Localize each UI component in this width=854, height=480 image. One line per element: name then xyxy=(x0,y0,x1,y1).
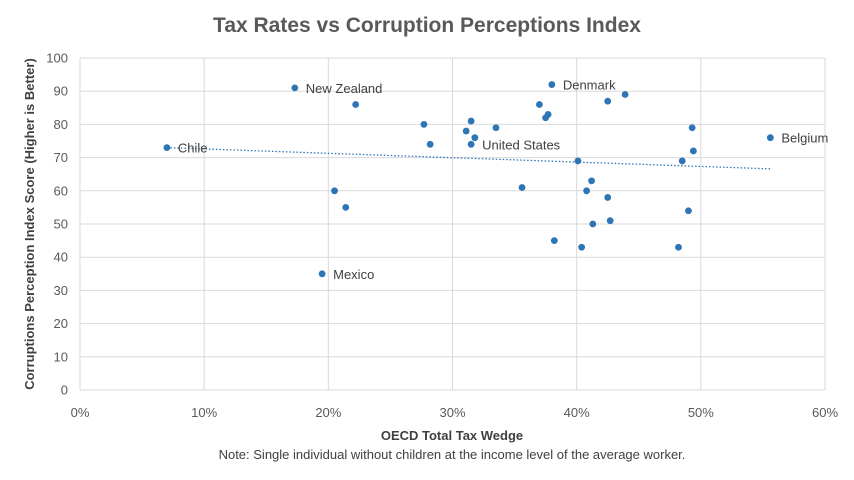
data-point xyxy=(331,187,338,195)
trendline xyxy=(166,146,771,170)
point-label: Belgium xyxy=(781,131,828,146)
data-point xyxy=(518,184,526,191)
data-point xyxy=(621,91,629,98)
x-tick-label: 50% xyxy=(688,405,714,420)
data-point xyxy=(163,144,171,152)
point-label: Chile xyxy=(178,141,208,156)
data-point xyxy=(462,127,470,135)
data-point xyxy=(318,270,326,278)
y-tick-label: 30 xyxy=(54,283,68,298)
data-point xyxy=(467,140,475,148)
x-tick-label: 40% xyxy=(564,405,590,420)
data-point xyxy=(766,134,774,142)
y-tick-label: 10 xyxy=(54,349,68,364)
y-axis-title: Corruptions Perception Index Score (High… xyxy=(22,58,37,390)
data-point xyxy=(689,147,697,155)
y-tick-label: 40 xyxy=(54,250,68,265)
y-tick-label: 50 xyxy=(54,217,68,232)
data-points xyxy=(163,81,774,278)
x-tick-label: 60% xyxy=(812,405,838,420)
x-axis-title: OECD Total Tax Wedge xyxy=(381,428,523,443)
data-point xyxy=(604,97,612,105)
y-tick-label: 70 xyxy=(54,150,68,165)
data-point xyxy=(606,217,614,225)
data-point xyxy=(420,121,428,128)
x-tick-label: 30% xyxy=(439,405,465,420)
point-label: United States xyxy=(482,137,561,152)
data-point xyxy=(589,220,597,228)
data-point xyxy=(471,134,479,142)
x-axis-tick-labels: 0% 10% 20% 30% 40% 50% 60% xyxy=(71,405,839,420)
y-tick-label: 0 xyxy=(61,383,68,398)
data-point xyxy=(578,243,586,251)
data-point xyxy=(536,101,543,108)
data-point xyxy=(550,237,558,245)
point-label: Mexico xyxy=(333,267,374,282)
data-point xyxy=(588,177,595,185)
data-point xyxy=(574,157,582,165)
x-tick-label: 0% xyxy=(71,405,90,420)
trendline-layer xyxy=(166,146,771,170)
y-tick-label: 100 xyxy=(46,51,68,66)
x-tick-label: 10% xyxy=(191,405,217,420)
data-point xyxy=(685,207,692,215)
data-point xyxy=(467,117,475,125)
data-point xyxy=(492,124,500,132)
y-tick-label: 80 xyxy=(54,117,68,132)
data-point xyxy=(604,194,612,201)
data-point xyxy=(548,81,556,88)
data-point xyxy=(291,84,299,92)
y-axis-tick-labels: 0 10 20 30 40 50 60 70 80 90 100 xyxy=(46,51,68,398)
data-point xyxy=(544,111,552,118)
point-labels: Chile New Zealand Mexico United States Denma… xyxy=(178,78,828,282)
data-point xyxy=(678,157,686,165)
data-point xyxy=(583,187,590,195)
data-point xyxy=(342,204,350,211)
y-tick-label: 60 xyxy=(54,183,68,198)
point-label: New Zealand xyxy=(306,81,383,96)
point-label: Denmark xyxy=(563,78,616,93)
x-tick-label: 20% xyxy=(315,405,341,420)
data-point xyxy=(688,124,696,132)
y-tick-label: 90 xyxy=(54,84,68,99)
y-tick-label: 20 xyxy=(54,316,68,331)
chart-note: Note: Single individual without children… xyxy=(219,447,686,462)
data-point xyxy=(675,243,682,251)
data-point xyxy=(352,101,360,108)
data-point xyxy=(426,140,434,148)
gridlines xyxy=(79,57,826,391)
chart-title: Tax Rates vs Corruption Perceptions Inde… xyxy=(213,14,641,37)
